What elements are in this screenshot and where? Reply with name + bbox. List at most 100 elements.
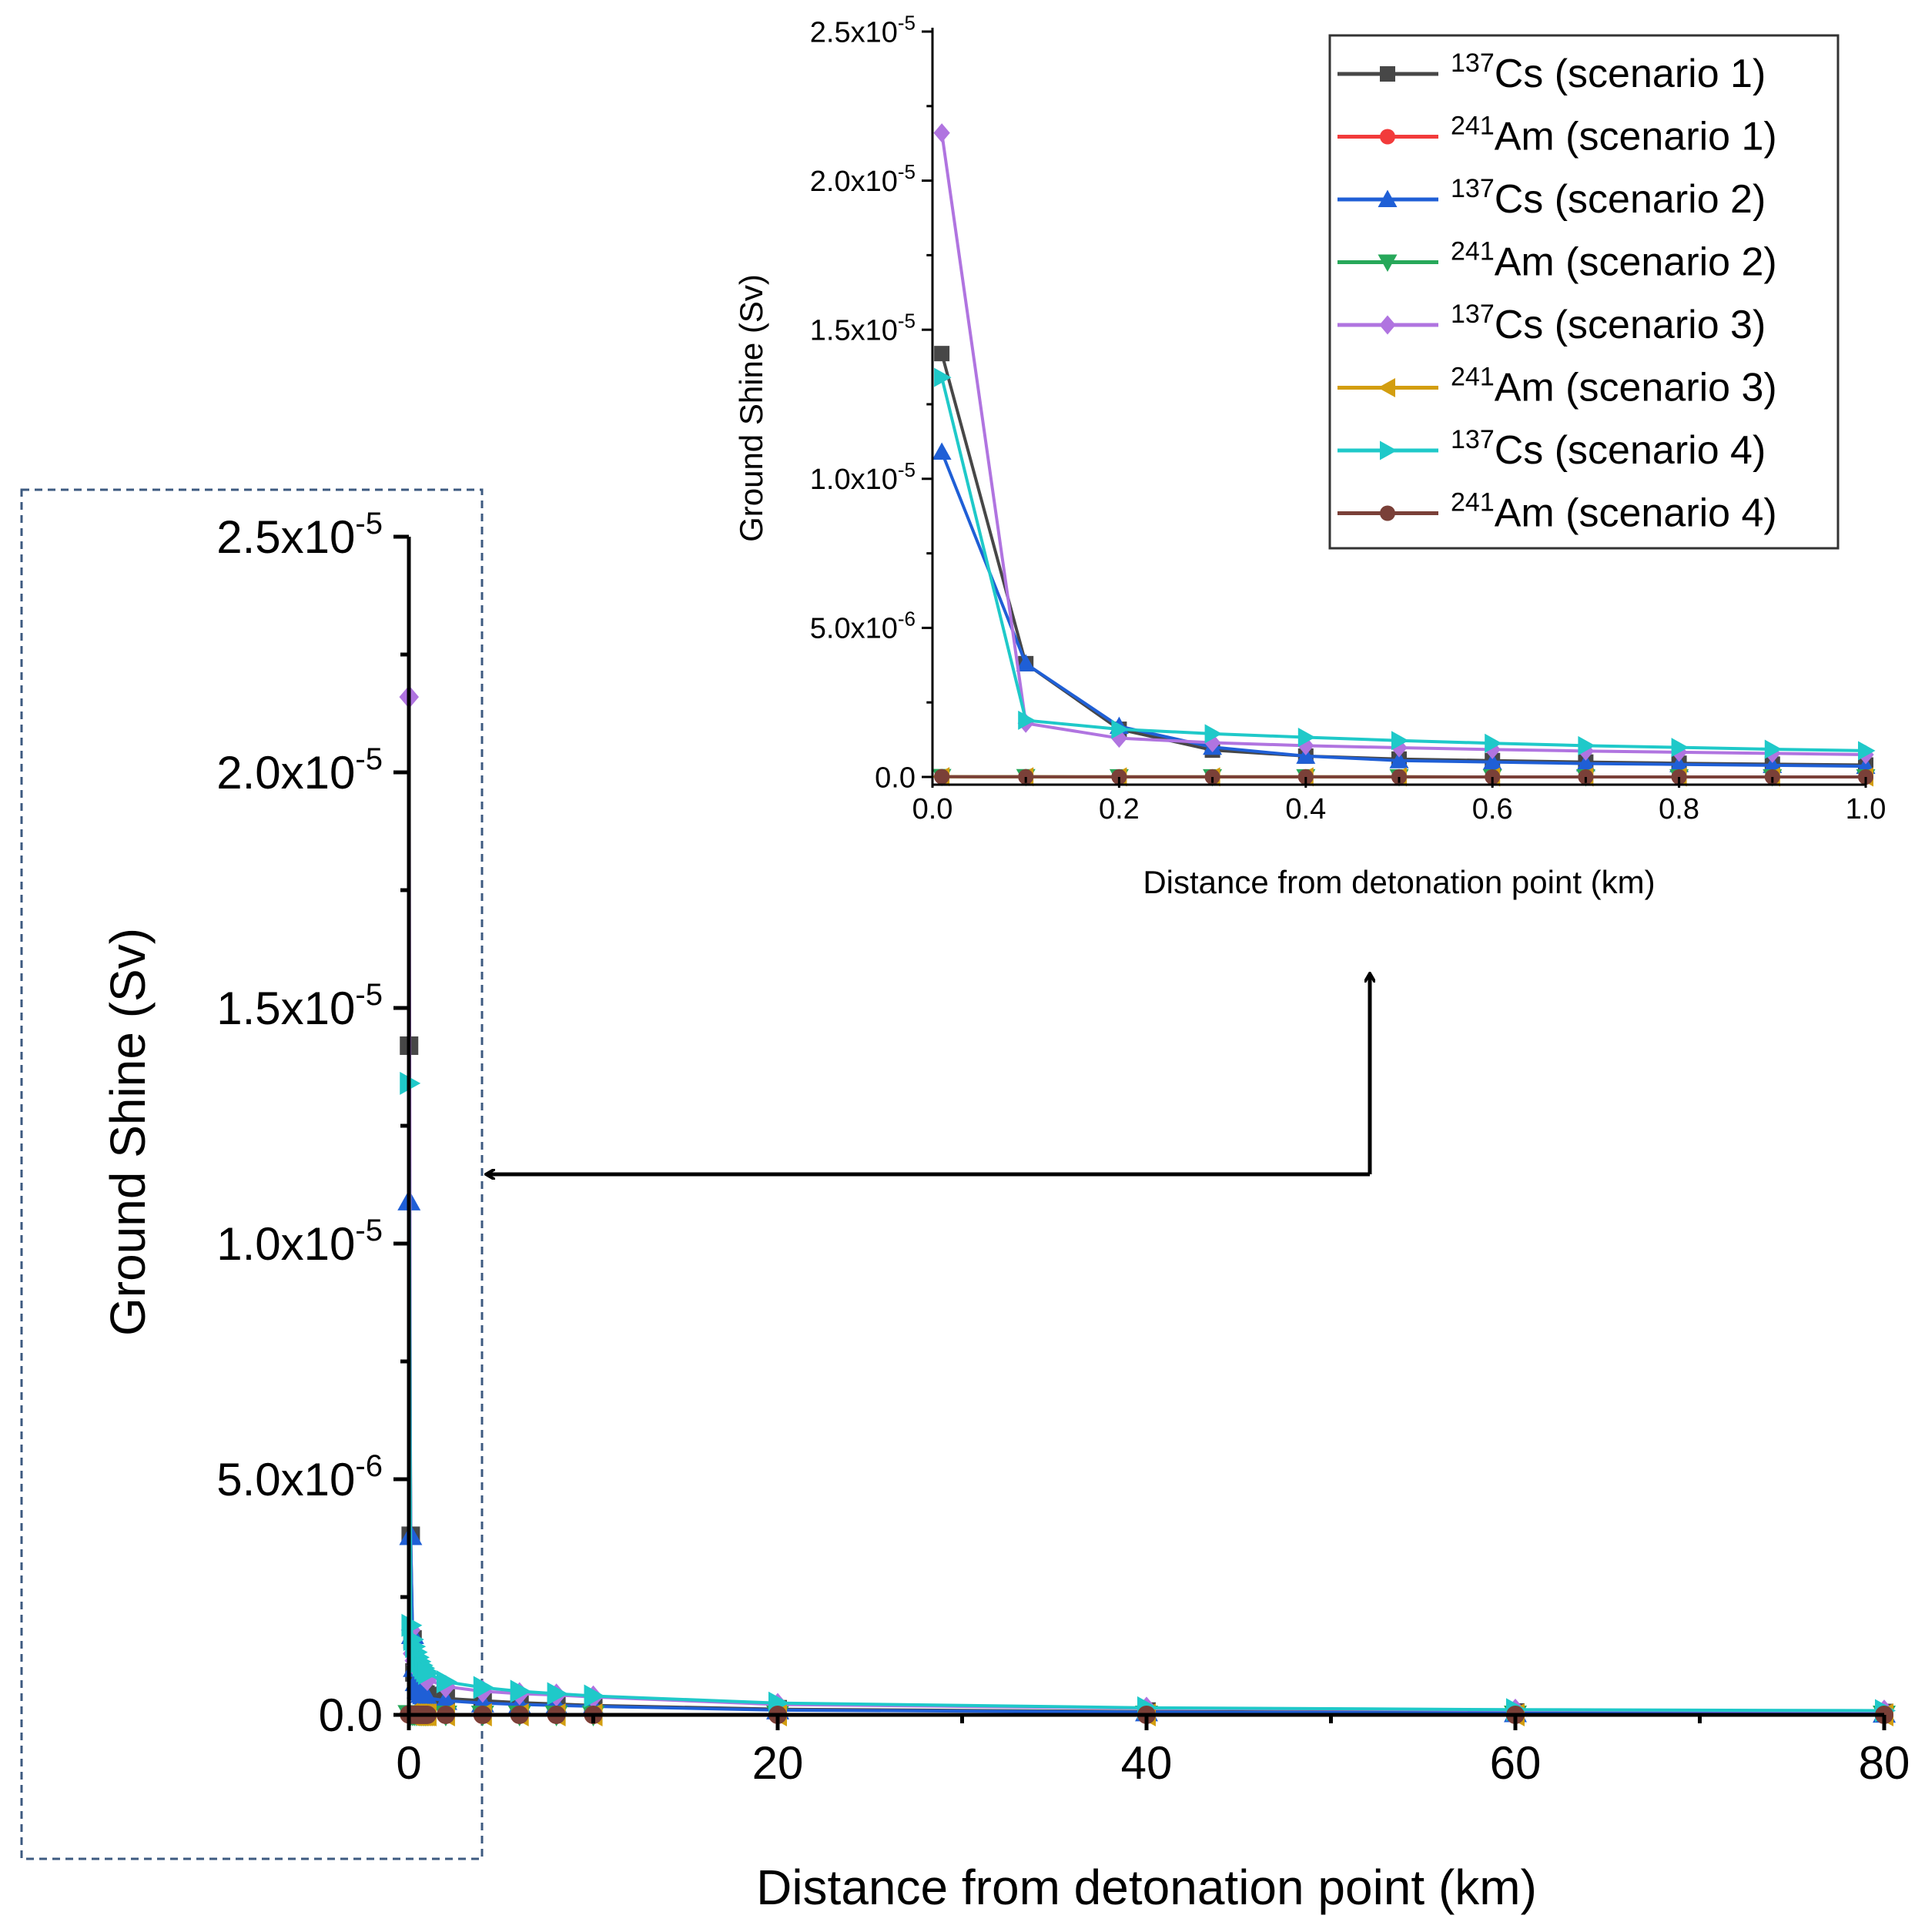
- inset-x-axis-title: Distance from detonation point (km): [1143, 864, 1655, 900]
- y-tick-label: 2.5x10-5: [810, 11, 916, 49]
- series-line-cs3: [407, 697, 1885, 1713]
- y-tick-label: 1.0x10-5: [810, 458, 916, 496]
- legend-swatch-marker: [1378, 189, 1398, 207]
- main-series-layer: [397, 685, 1896, 1726]
- x-tick-label: 20: [752, 1737, 804, 1789]
- data-point-cs1: [934, 346, 950, 362]
- data-point-am4: [1391, 768, 1407, 785]
- inset-x-tick-labels: 0.0 0.2 0.4 0.6 0.8 1.0: [912, 793, 1886, 825]
- main-chart: 0.0 5.0x10-6 1.0x10-5 1.5x10-5 2.0x10-5 2.5x1…: [100, 507, 1910, 1915]
- data-point-cs4: [1111, 719, 1129, 739]
- data-point-am4: [1485, 768, 1501, 785]
- x-tick-label: 0.2: [1099, 793, 1140, 825]
- legend-swatch-marker: [1380, 505, 1395, 521]
- data-point-am4: [1204, 768, 1220, 785]
- data-point-cs2: [932, 442, 952, 460]
- data-point-am4: [1018, 768, 1034, 785]
- series-line-cs4: [407, 1083, 1885, 1713]
- y-tick-label: 5.0x10-6: [810, 608, 916, 645]
- main-y-tick-labels: 0.0 5.0x10-6 1.0x10-5 1.5x10-5 2.0x10-5 2.5x1…: [216, 507, 383, 1741]
- data-point-cs4: [1018, 710, 1036, 730]
- legend: 137Cs (scenario 1) 241Am (scenario 1) 137C…: [1328, 34, 1840, 550]
- y-tick-label: 1.5x10-5: [216, 978, 383, 1034]
- x-tick-label: 0.6: [1472, 793, 1513, 825]
- main-x-axis-title: Distance from detonation point (km): [756, 1860, 1537, 1915]
- legend-label: 137Cs (scenario 2): [1451, 174, 1766, 222]
- y-tick-label: 2.0x10-5: [216, 742, 383, 799]
- data-point-cs2: [415, 1686, 439, 1707]
- data-point-cs2: [1763, 755, 1783, 773]
- x-tick-label: 80: [1859, 1737, 1910, 1789]
- legend-swatch-marker: [1380, 66, 1395, 82]
- legend-label: 241Am (scenario 2): [1451, 237, 1777, 285]
- legend-swatch-marker: [1378, 254, 1398, 272]
- data-point-cs4: [584, 1684, 605, 1708]
- data-point-cs4: [1485, 733, 1502, 753]
- data-point-cs2: [1669, 755, 1689, 772]
- series-line-cs1: [407, 1045, 1885, 1715]
- data-point-cs2: [1575, 754, 1595, 772]
- data-point-cs4: [473, 1676, 494, 1699]
- inset-y-tick-labels: 0.0 5.0x10-6 1.0x10-5 1.5x10-5 2.0x10-5 2.5x1…: [810, 11, 916, 794]
- x-tick-label: 60: [1490, 1737, 1542, 1789]
- legend-swatch-marker: [1378, 378, 1395, 397]
- legend-item-cs2: 137Cs (scenario 2): [1337, 174, 1766, 222]
- x-tick-label: 40: [1121, 1737, 1173, 1789]
- legend-label: 241Am (scenario 4): [1451, 488, 1777, 536]
- data-point-am4: [1671, 768, 1687, 785]
- legend-item-am4: 241Am (scenario 4): [1337, 488, 1777, 536]
- data-point-cs2: [1389, 751, 1409, 768]
- series-line-cs2: [407, 1200, 1885, 1716]
- x-tick-label: 0.4: [1285, 793, 1326, 825]
- data-point-cs4: [1204, 724, 1223, 744]
- data-point-cs4: [1671, 738, 1689, 758]
- data-point-cs4: [1764, 739, 1783, 759]
- data-point-am4: [934, 768, 950, 785]
- legend-item-cs4: 137Cs (scenario 4): [1337, 425, 1766, 473]
- legend-swatch-marker: [1380, 440, 1398, 460]
- legend-item-am3: 241Am (scenario 3): [1337, 363, 1777, 410]
- legend-label: 241Am (scenario 1): [1451, 112, 1777, 159]
- legend-item-cs3: 137Cs (scenario 3): [1337, 300, 1766, 347]
- legend-item-am1: 241Am (scenario 1): [1337, 112, 1777, 159]
- inset-tick-marks: [922, 30, 1867, 788]
- main-tick-marks: [393, 534, 1886, 1730]
- legend-swatch-marker: [1379, 315, 1396, 335]
- x-tick-label: 0: [396, 1737, 421, 1789]
- x-tick-label: 1.0: [1846, 793, 1886, 825]
- legend-items: 137Cs (scenario 1) 241Am (scenario 1) 137C…: [1337, 49, 1777, 536]
- y-tick-label: 1.5x10-5: [810, 310, 916, 347]
- data-point-cs4: [417, 1662, 439, 1686]
- y-tick-label: 0.0: [875, 762, 916, 794]
- data-point-cs3: [933, 123, 950, 143]
- y-tick-label: 5.0x10-6: [216, 1449, 383, 1505]
- data-point-cs4: [1858, 741, 1876, 761]
- legend-label: 241Am (scenario 3): [1451, 363, 1777, 410]
- legend-item-cs1: 137Cs (scenario 1): [1337, 49, 1766, 96]
- y-tick-label: 2.0x10-5: [810, 160, 916, 198]
- data-point-cs4: [547, 1682, 568, 1706]
- zoom-region-box: [20, 488, 484, 1860]
- legend-frame: [1328, 34, 1840, 550]
- data-point-am4: [1297, 768, 1314, 785]
- y-tick-label: 0.0: [319, 1689, 383, 1741]
- data-point-cs2: [1482, 752, 1502, 770]
- data-point-cs4: [1578, 735, 1595, 755]
- legend-label: 137Cs (scenario 3): [1451, 300, 1766, 347]
- x-tick-label: 0.8: [1659, 793, 1699, 825]
- legend-label: 137Cs (scenario 1): [1451, 49, 1766, 96]
- main-x-tick-labels: 0 20 40 60 80: [396, 1737, 1910, 1789]
- main-y-axis-title: Ground Shine (Sv): [100, 928, 156, 1336]
- legend-item-am2: 241Am (scenario 2): [1337, 237, 1777, 285]
- data-point-cs4: [1391, 731, 1409, 751]
- data-point-cs4: [934, 367, 952, 387]
- data-point-cs4: [510, 1679, 531, 1703]
- data-point-cs2: [1016, 654, 1036, 671]
- data-point-am4: [1764, 768, 1780, 785]
- inset-chart: 0.0 5.0x10-6 1.0x10-5 1.5x10-5 2.0x10-5 2.5x1…: [733, 11, 1886, 900]
- data-point-cs2: [434, 1689, 457, 1710]
- y-tick-label: 1.0x10-5: [216, 1214, 383, 1270]
- data-point-cs4: [436, 1670, 457, 1694]
- data-point-am4: [1858, 768, 1873, 785]
